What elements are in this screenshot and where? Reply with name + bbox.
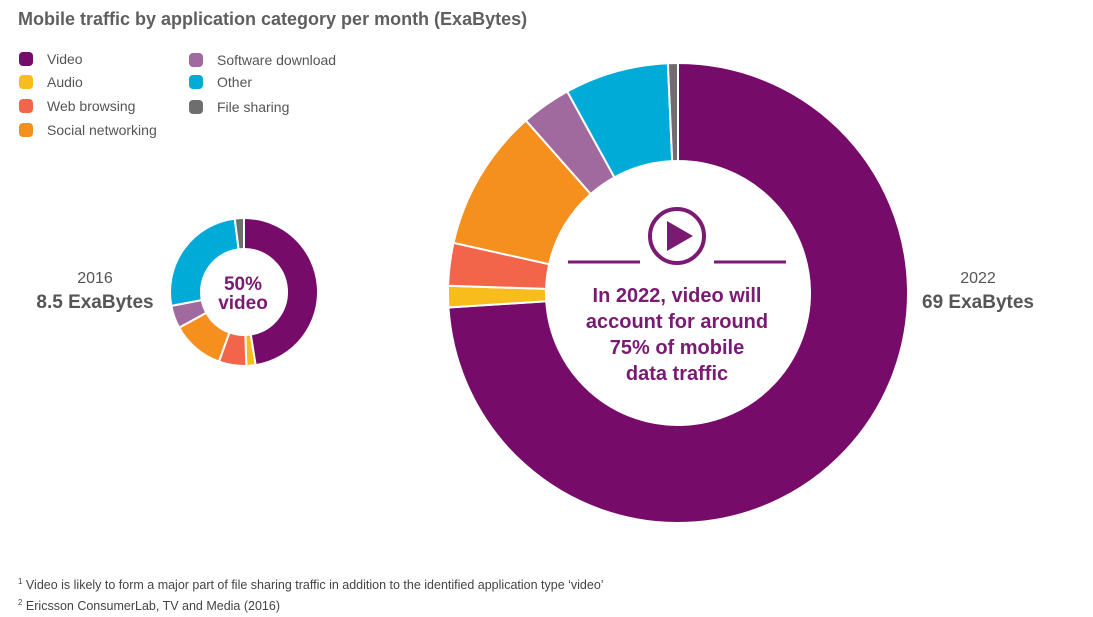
- footnote-1: 1 Video is likely to form a major part o…: [18, 577, 604, 592]
- footnotes: 1 Video is likely to form a major part o…: [18, 573, 604, 615]
- donut-2022: [447, 61, 909, 524]
- total-label-2016: 8.5 ExaBytes: [36, 292, 154, 313]
- play-icon-ring: [648, 207, 706, 265]
- legend-swatch: [189, 100, 203, 114]
- year-label-2022: 2022: [960, 270, 996, 287]
- donut-2022-slice-file-sharing: [666, 61, 679, 163]
- year-label-2016: 2016: [77, 270, 113, 287]
- center-subject: video: [218, 293, 268, 314]
- legend-swatch: [189, 53, 203, 67]
- legend-item-other: Other: [189, 73, 252, 91]
- center-label-2016: 50% video: [203, 275, 283, 313]
- donut-2016-slice-video: [243, 216, 319, 367]
- play-icon: [568, 207, 786, 265]
- legend-swatch: [19, 123, 33, 137]
- donut-2016: [169, 216, 319, 367]
- legend-item-audio: Audio: [19, 73, 83, 91]
- legend-item-video: Video: [19, 50, 83, 68]
- center-percent: 50%: [223, 274, 263, 295]
- legend-swatch: [189, 75, 203, 89]
- legend-swatch: [19, 52, 33, 66]
- chart-title: Mobile traffic by application category p…: [18, 9, 528, 29]
- legend-swatch: [19, 99, 33, 113]
- legend-item-software-download: Software download: [189, 51, 336, 69]
- donut-2016-slice-file-sharing: [233, 216, 245, 251]
- play-icon-triangle: [667, 221, 693, 251]
- legend-item-web-browsing: Web browsing: [19, 97, 135, 115]
- total-label-2022: 69 ExaBytes: [922, 292, 1034, 313]
- legend-item-social-networking: Social networking: [19, 121, 157, 139]
- legend-swatch: [19, 75, 33, 89]
- footnote-2: 2 Ericsson ConsumerLab, TV and Media (20…: [18, 598, 280, 613]
- donut-2022-slice-video: [447, 61, 909, 524]
- center-statement-2022: In 2022, video will account for around 7…: [585, 285, 769, 385]
- legend-item-file-sharing: File sharing: [189, 98, 289, 116]
